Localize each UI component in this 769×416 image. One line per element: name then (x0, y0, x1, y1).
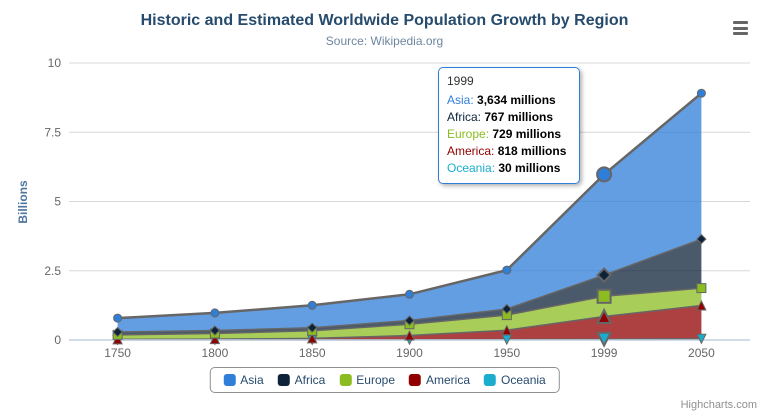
marker-america-1800[interactable] (209, 333, 221, 345)
marker-africa-2050[interactable] (696, 233, 707, 245)
area-america[interactable] (117, 305, 702, 340)
y-axis-label-7.5: 7.5 (44, 125, 61, 139)
hamburger-bar (733, 26, 748, 30)
y-axis-label-10: 10 (48, 56, 62, 70)
y-axis-label-0: 0 (54, 333, 61, 347)
marker-america-1950[interactable] (501, 324, 513, 336)
area-asia[interactable] (117, 93, 702, 332)
marker-asia-1999[interactable] (596, 166, 613, 183)
marker-america-1850[interactable] (306, 332, 318, 344)
marker-africa-1900[interactable] (404, 315, 415, 326)
x-axis-label-2050: 2050 (688, 346, 715, 360)
area-africa[interactable] (117, 239, 702, 335)
marker-africa-1999[interactable] (596, 267, 613, 284)
marker-africa-1800[interactable] (209, 325, 221, 336)
marker-asia-1950[interactable] (502, 265, 512, 275)
legend-swatch-icon (223, 374, 236, 386)
y-axis-labels: 0 2.5 5 7.5 10 (44, 56, 61, 347)
marker-asia-1800[interactable] (210, 308, 220, 318)
marker-asia-2050[interactable] (696, 88, 706, 98)
x-axis-label-1900: 1900 (396, 346, 423, 360)
legend-item-europe[interactable]: Europe (339, 373, 395, 387)
marker-asia-1850[interactable] (307, 300, 317, 310)
hamburger-menu-icon[interactable] (733, 21, 748, 35)
legend-swatch-icon (339, 374, 352, 386)
legend-item-oceania[interactable]: Oceania (484, 373, 546, 387)
y-axis-label-5: 5 (54, 195, 61, 209)
x-axis-label-1950: 1950 (493, 346, 520, 360)
legend-label: America (426, 373, 471, 387)
hamburger-bar (733, 21, 748, 24)
legend-label: Africa (294, 373, 326, 387)
legend-item-asia[interactable]: Asia (223, 373, 264, 387)
marker-europe-1999[interactable] (596, 288, 612, 304)
marker-asia-1900[interactable] (405, 289, 414, 299)
legend-label: Asia (240, 373, 264, 387)
legend-swatch-icon (484, 374, 497, 386)
legend-label: Oceania (501, 373, 546, 387)
marker-oceania-1999[interactable] (595, 331, 613, 348)
area-series (117, 93, 702, 340)
legend-swatch-icon (409, 374, 422, 386)
x-axis-label-1800: 1800 (202, 346, 229, 360)
legend-label: Europe (356, 373, 396, 387)
x-axis-label-1999: 1999 (591, 346, 618, 360)
y-axis-label-2.5: 2.5 (44, 264, 61, 278)
chart-subtitle: Source: Wikipedia.org (325, 34, 444, 48)
data-point-markers (112, 88, 707, 348)
y-axis-title: Billions (16, 180, 30, 224)
marker-america-2050[interactable] (696, 299, 707, 311)
marker-america-1900[interactable] (404, 329, 415, 341)
marker-africa-1850[interactable] (306, 322, 318, 333)
marker-oceania-2050[interactable] (696, 333, 707, 345)
chart-title: Historic and Estimated Worldwide Populat… (140, 12, 629, 29)
legend-swatch-icon (277, 374, 290, 386)
legend-item-africa[interactable]: Africa (277, 373, 326, 387)
legend: Asia Africa Europe America Oceania (209, 367, 560, 393)
hamburger-bar (733, 32, 748, 35)
x-axis-label-1850: 1850 (299, 346, 326, 360)
highcharts-credits-link[interactable]: Highcharts.com (680, 399, 757, 411)
marker-asia-1750[interactable] (113, 313, 123, 323)
marker-africa-1950[interactable] (501, 303, 513, 315)
marker-europe-2050[interactable] (696, 283, 707, 294)
marker-america-1999[interactable] (595, 307, 613, 324)
legend-item-america[interactable]: America (409, 373, 470, 387)
marker-africa-1750[interactable] (112, 326, 123, 338)
x-axis-labels: 1750 1800 1850 1900 1950 1999 2050 (104, 346, 715, 360)
x-axis-label-1750: 1750 (104, 346, 131, 360)
